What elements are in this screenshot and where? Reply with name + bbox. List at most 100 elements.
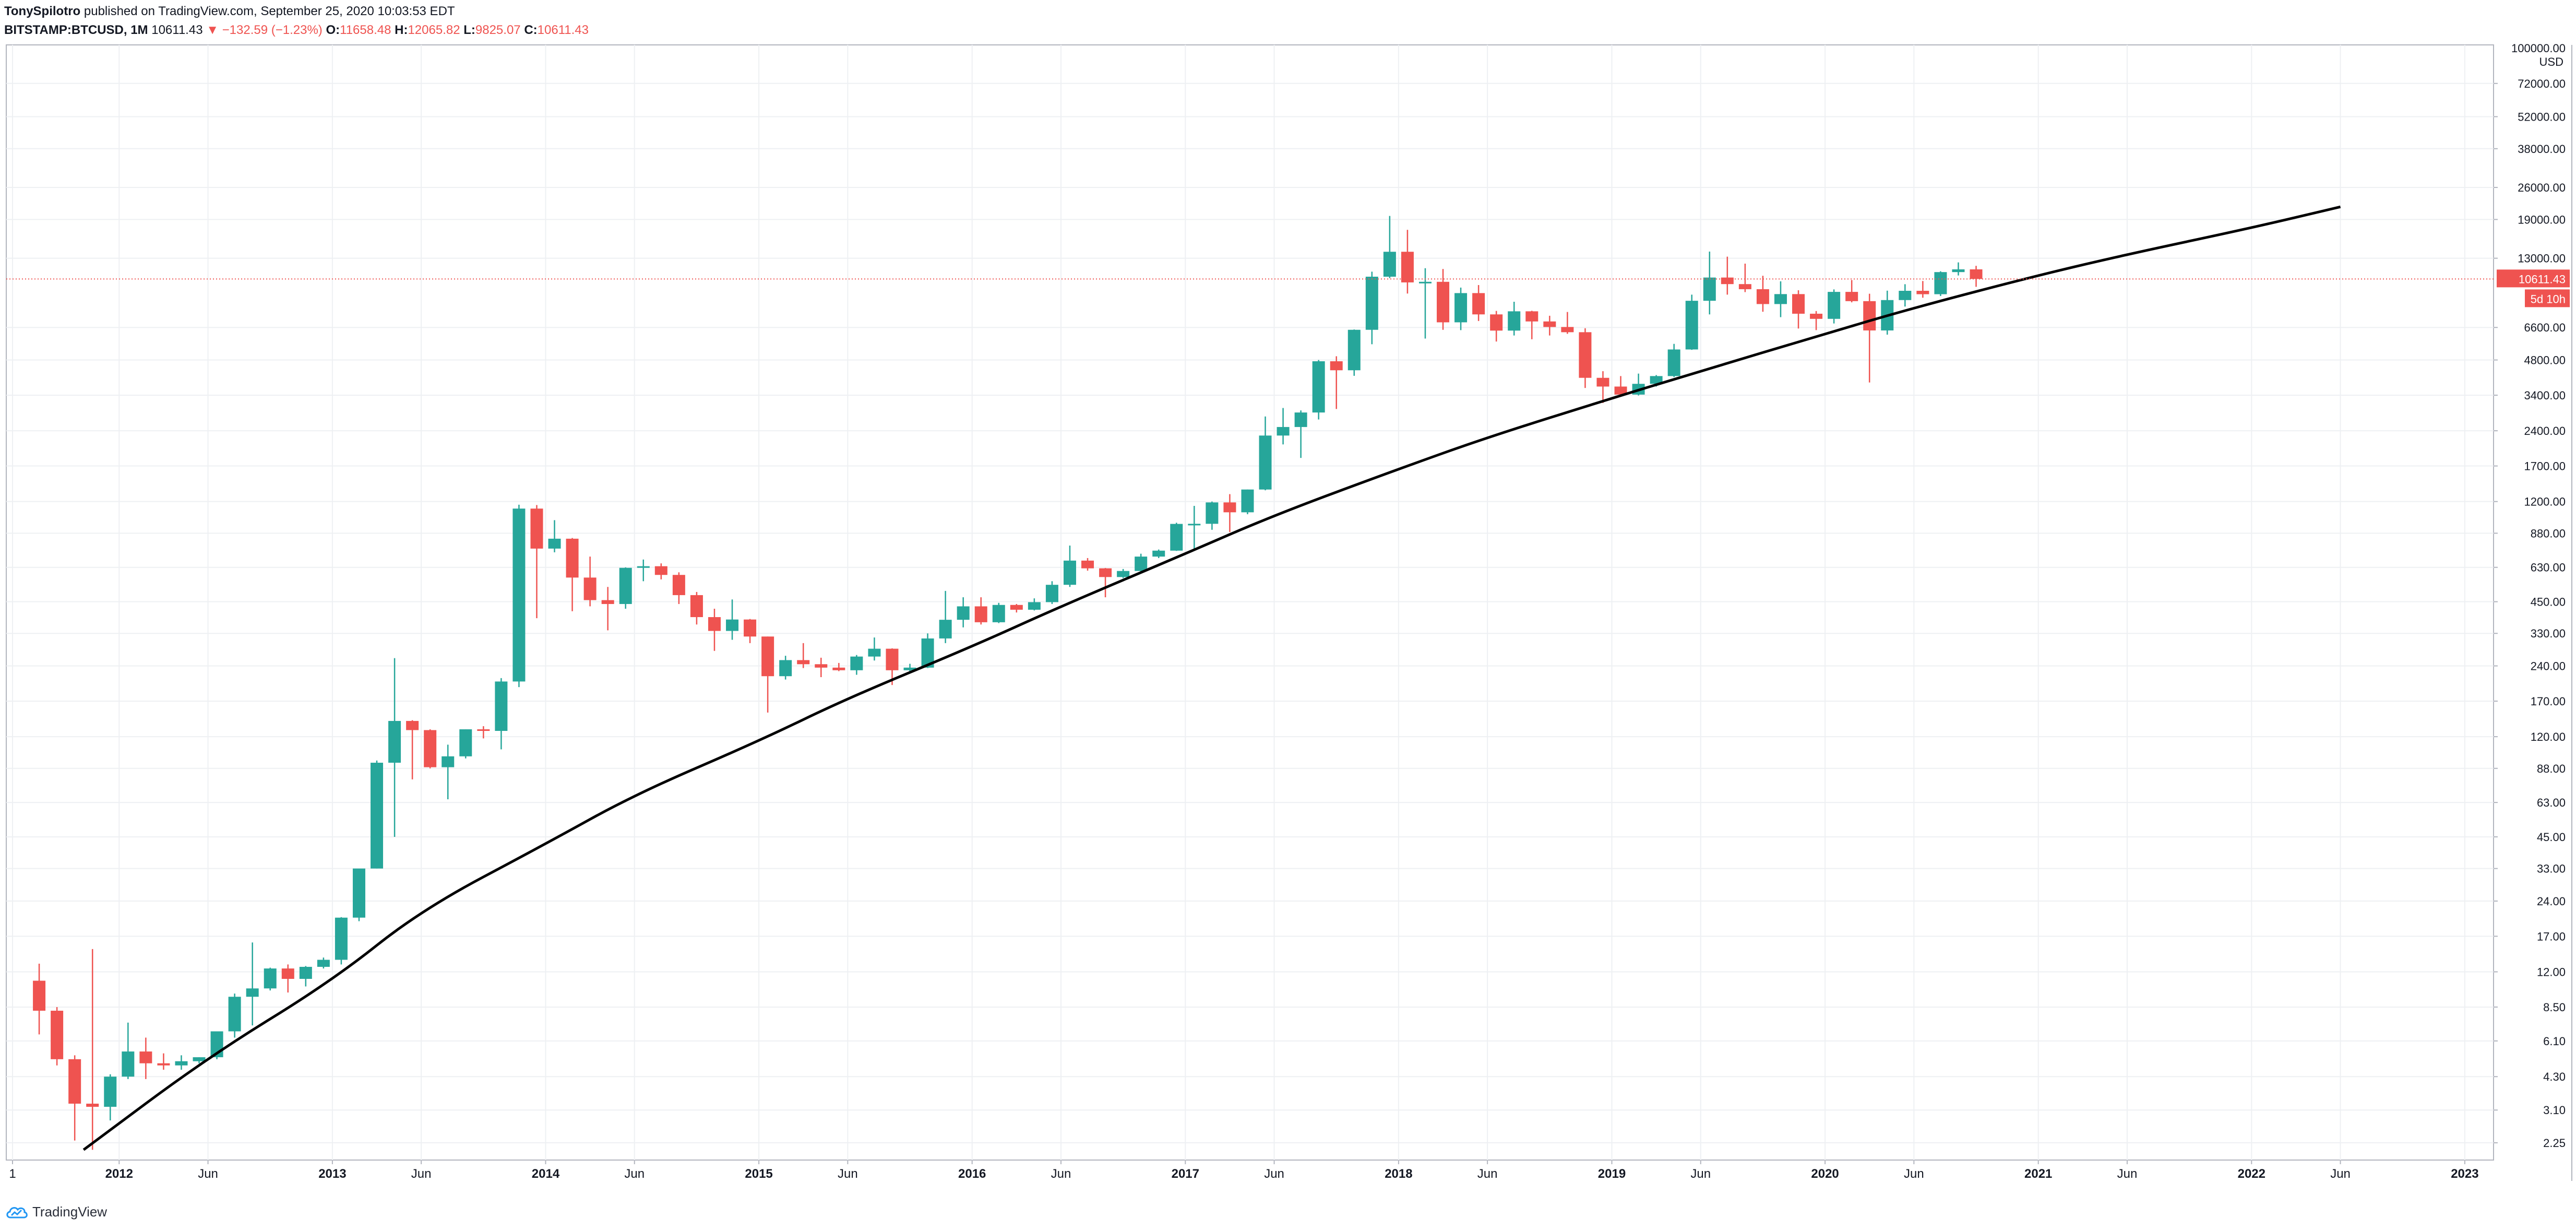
x-tick-label: 2018 bbox=[1385, 1167, 1412, 1181]
candle-body bbox=[299, 966, 312, 979]
candle bbox=[637, 559, 650, 582]
y-tick-label: 26000.00 bbox=[2518, 181, 2566, 194]
x-tick-label: Jun bbox=[1690, 1167, 1711, 1181]
candle-body bbox=[1152, 550, 1165, 557]
y-tick-label: 4.30 bbox=[2543, 1070, 2566, 1083]
axes: 72000.00 52000.00 38000.00 26000.00 19000.00… bbox=[6, 42, 2570, 1181]
candle bbox=[68, 1055, 81, 1141]
y-tick-label: 1700.00 bbox=[2524, 460, 2566, 473]
candle-body bbox=[281, 968, 294, 979]
x-tick-label: 2017 bbox=[1172, 1167, 1199, 1181]
candle-body bbox=[1863, 301, 1876, 330]
x-tick-label: Jun bbox=[838, 1167, 858, 1181]
candle-body bbox=[974, 606, 987, 622]
candle-body bbox=[371, 762, 384, 869]
x-tick-label: Jun bbox=[2117, 1167, 2138, 1181]
symbol-name[interactable]: BITSTAMP:BTCUSD, 1M bbox=[4, 23, 148, 37]
candle-body bbox=[1579, 332, 1592, 378]
candle-body bbox=[1259, 435, 1272, 490]
y-tick-label: 3400.00 bbox=[2524, 389, 2566, 402]
countdown-label-bg bbox=[2525, 289, 2570, 308]
y-tick-label: 24.00 bbox=[2537, 895, 2566, 908]
candle bbox=[939, 590, 952, 643]
candle-body bbox=[619, 567, 632, 604]
countdown-label: 5d 10h bbox=[2531, 292, 2566, 305]
candle bbox=[1525, 311, 1539, 339]
candle bbox=[1881, 290, 1894, 335]
tradingview-logo[interactable]: TradingView bbox=[5, 1204, 107, 1220]
trendline-layer[interactable] bbox=[82, 205, 2341, 1151]
candle bbox=[797, 643, 810, 668]
candle bbox=[1810, 311, 1823, 330]
candle-body bbox=[1294, 412, 1307, 427]
candle bbox=[1490, 311, 1503, 342]
candle bbox=[868, 637, 881, 661]
x-tick-label: Jun bbox=[1264, 1167, 1284, 1181]
candle bbox=[1259, 416, 1272, 491]
x-tick-label: Jun bbox=[2330, 1167, 2351, 1181]
candle-body bbox=[193, 1057, 206, 1061]
candle-body bbox=[903, 667, 916, 670]
candle bbox=[157, 1053, 170, 1070]
candle-body bbox=[1685, 301, 1698, 350]
candle bbox=[1508, 301, 1521, 336]
candle-body bbox=[51, 1010, 64, 1059]
candle-body bbox=[406, 720, 419, 730]
candle bbox=[726, 599, 739, 640]
y-tick-label: 6.10 bbox=[2543, 1035, 2566, 1048]
candle-body bbox=[1241, 489, 1254, 513]
y-tick-label: 330.00 bbox=[2531, 627, 2566, 640]
y-tick-label: 45.00 bbox=[2537, 831, 2566, 844]
price-label-bg bbox=[2497, 269, 2570, 288]
candle-body bbox=[1188, 524, 1201, 526]
candle bbox=[1685, 294, 1698, 350]
price-change: ▼ −132.59 (−1.23%) bbox=[206, 23, 323, 37]
candle-body bbox=[459, 729, 472, 756]
candle-body bbox=[1437, 281, 1450, 323]
candle bbox=[708, 609, 721, 651]
candle bbox=[193, 1057, 206, 1063]
candle bbox=[1347, 329, 1361, 376]
y-tick-label: 19000.00 bbox=[2518, 213, 2566, 226]
candle bbox=[104, 1074, 117, 1121]
candle bbox=[1081, 558, 1094, 571]
candle bbox=[672, 572, 685, 604]
candle-body bbox=[352, 868, 365, 918]
candle bbox=[1206, 501, 1219, 530]
x-tick-label: Jun bbox=[1051, 1167, 1071, 1181]
candle-body bbox=[1135, 557, 1148, 571]
x-tick-label: 2020 bbox=[1811, 1167, 1839, 1181]
candle-body bbox=[744, 619, 757, 637]
candle bbox=[1596, 371, 1609, 403]
candle-body bbox=[1952, 269, 1965, 273]
candle bbox=[815, 657, 828, 678]
open-label: O: bbox=[326, 23, 340, 37]
candle-body bbox=[1028, 602, 1041, 610]
tradingview-cloud-icon bbox=[6, 1207, 28, 1218]
candle bbox=[974, 597, 987, 625]
candle bbox=[957, 597, 970, 628]
candle-body bbox=[583, 577, 597, 600]
candle bbox=[512, 504, 526, 688]
candle-body bbox=[1277, 427, 1290, 436]
candle bbox=[1383, 216, 1396, 278]
candle bbox=[1934, 271, 1947, 296]
candle-body bbox=[939, 620, 952, 638]
candle bbox=[281, 964, 294, 993]
published-text: published on TradingView.com, September … bbox=[84, 4, 455, 18]
candle-body bbox=[1454, 293, 1468, 323]
y-tick-label: 17.00 bbox=[2537, 930, 2566, 943]
candle bbox=[583, 557, 597, 607]
candle bbox=[1099, 567, 1112, 598]
candle bbox=[228, 994, 241, 1038]
candle-body bbox=[512, 508, 526, 682]
candle bbox=[619, 567, 632, 609]
last-price-label: 10611.43 bbox=[2519, 273, 2566, 286]
candle bbox=[832, 663, 845, 671]
candle bbox=[424, 729, 437, 768]
candle-body bbox=[1401, 252, 1414, 282]
candle bbox=[530, 505, 543, 619]
author-name[interactable]: TonySpilotro bbox=[4, 4, 81, 18]
candle-body bbox=[1667, 349, 1680, 376]
